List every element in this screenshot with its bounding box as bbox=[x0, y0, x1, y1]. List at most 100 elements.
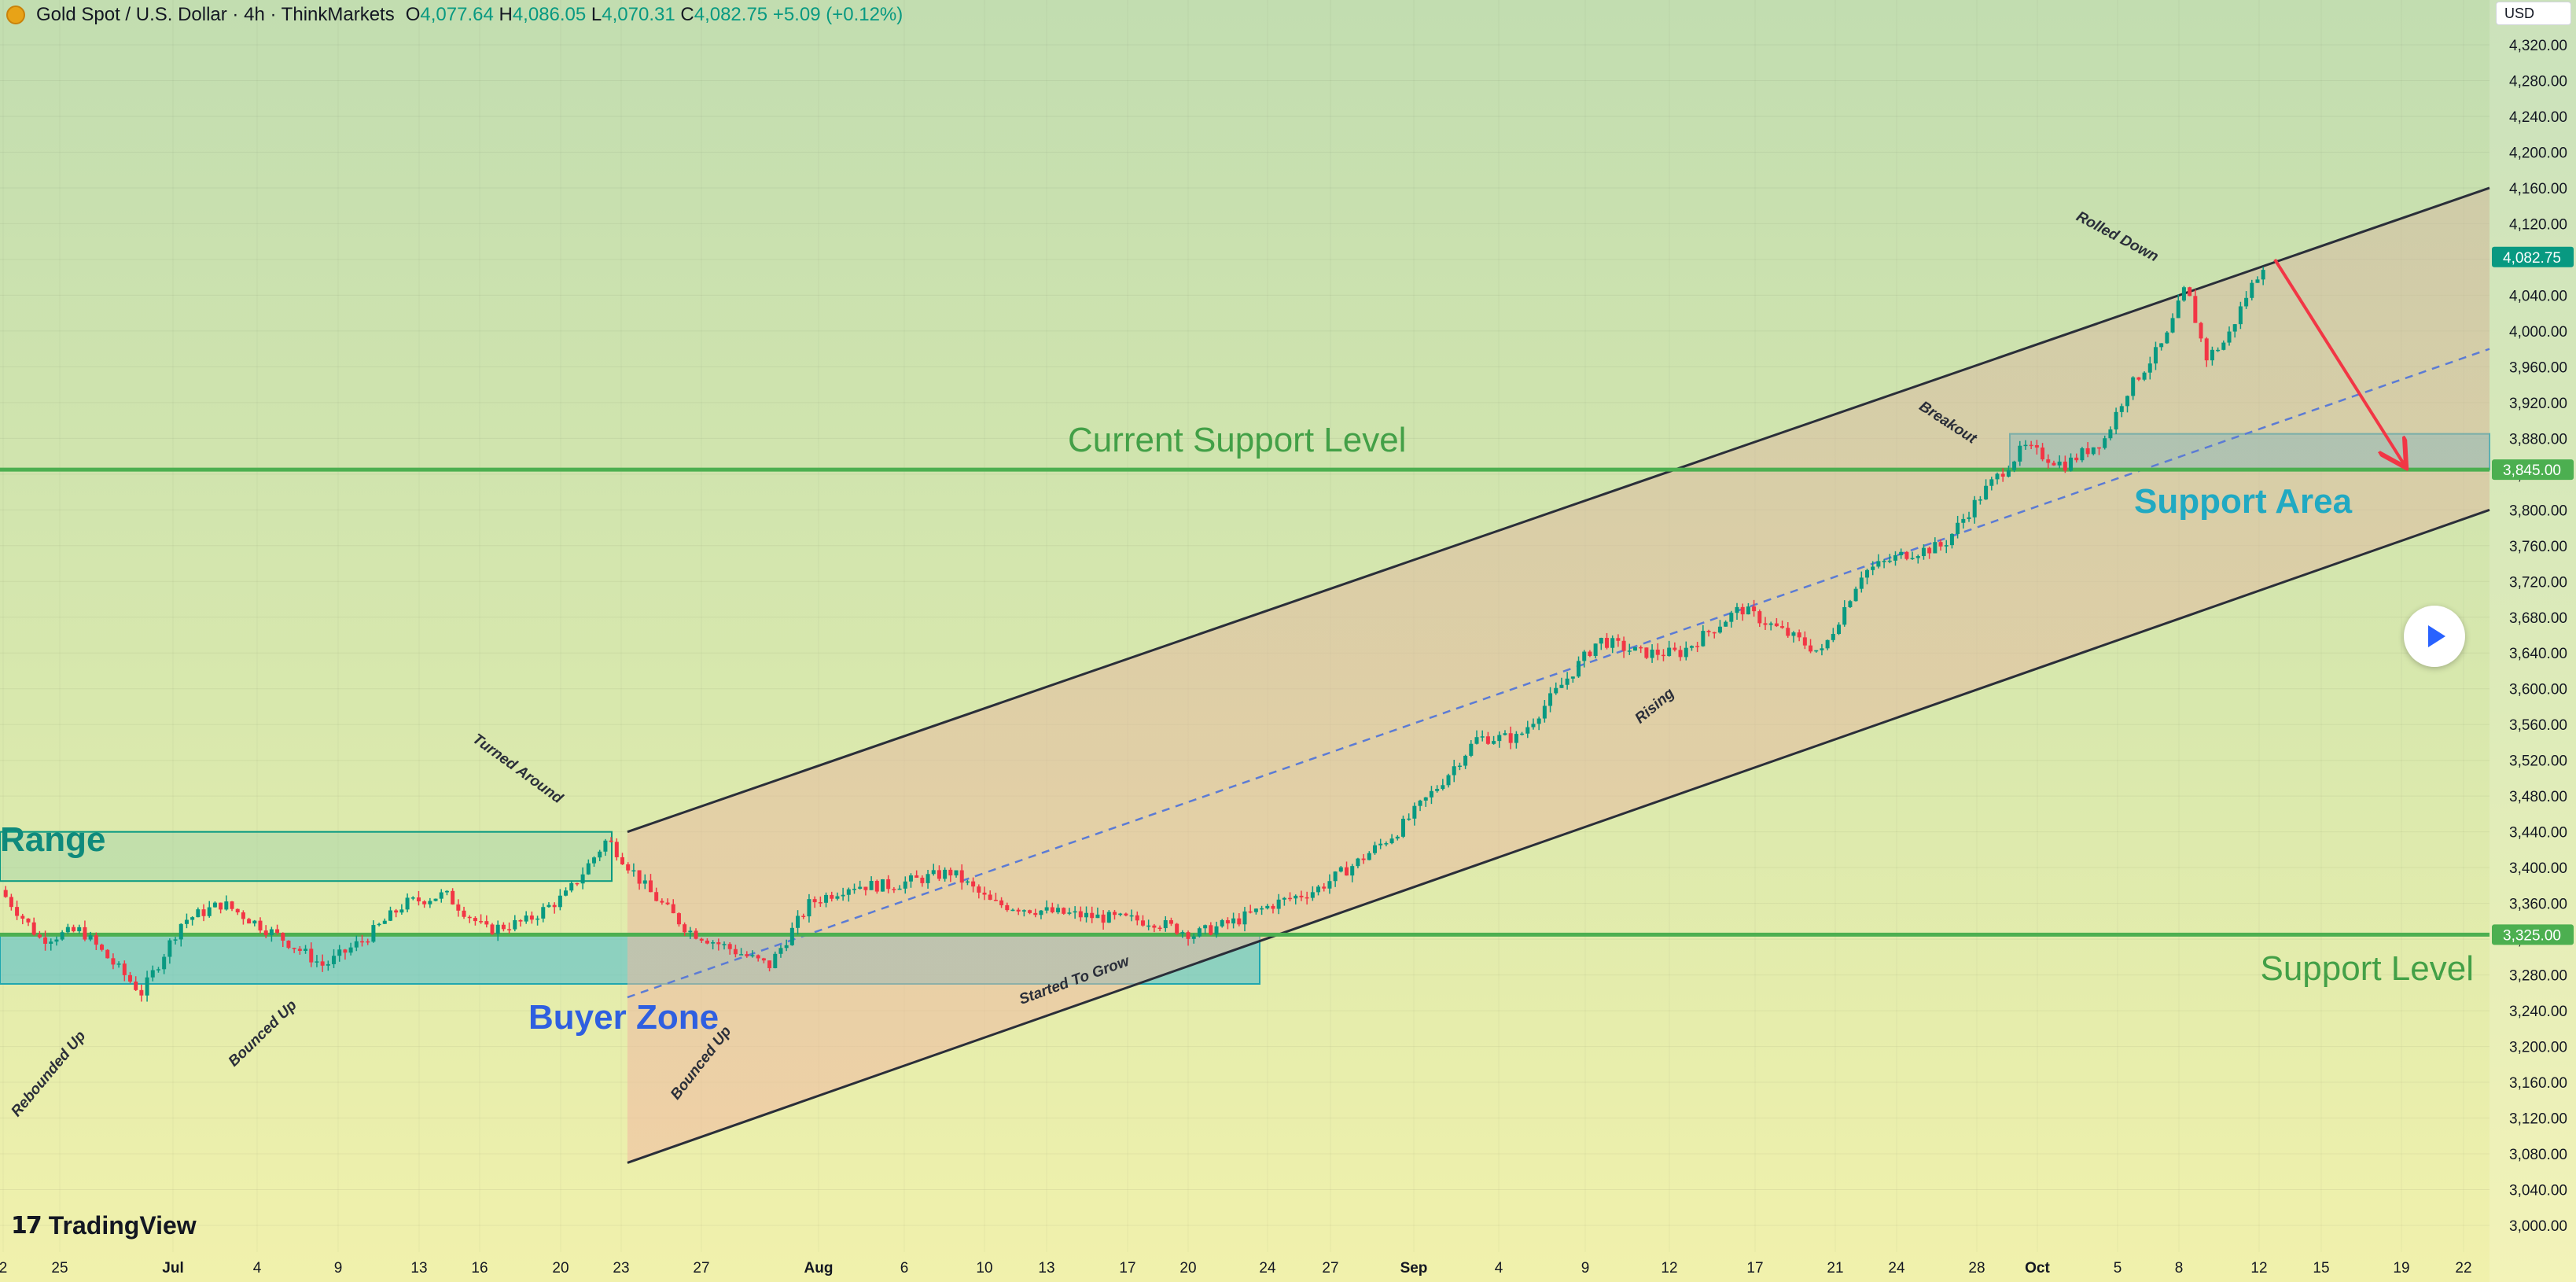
time-tick-label: 10 bbox=[976, 1260, 992, 1276]
change-value: +5.09 (+0.12%) bbox=[772, 4, 903, 25]
time-tick-label: 6 bbox=[900, 1260, 909, 1276]
candle-body bbox=[156, 969, 160, 971]
candle-body bbox=[1441, 785, 1445, 790]
candle-body bbox=[1588, 651, 1592, 657]
time-tick-label: 20 bbox=[1179, 1260, 1196, 1276]
price-scale[interactable]: 4,320.00 4,280.00 4,240.00 4,200.00 4,160.00… bbox=[2490, 0, 2576, 1282]
price-level-tag bbox=[2492, 924, 2574, 945]
candle-body bbox=[1871, 566, 1875, 570]
candle-body bbox=[1044, 907, 1049, 911]
tradingview-logo[interactable]: 𝟭𝟳 TradingView bbox=[11, 1211, 197, 1240]
candle-body bbox=[1678, 650, 1683, 658]
candle-body bbox=[1361, 858, 1366, 860]
candle-body bbox=[1893, 554, 1897, 561]
price-tick-label: 3,360.00 bbox=[2509, 897, 2567, 913]
candle-body bbox=[1667, 647, 1672, 657]
candle-body bbox=[1033, 912, 1038, 915]
candle-body bbox=[94, 935, 98, 945]
price-tick-label: 3,760.00 bbox=[2509, 539, 2567, 555]
candle-body bbox=[1859, 577, 1864, 589]
candle-body bbox=[756, 955, 760, 959]
candle-body bbox=[858, 886, 863, 890]
projection-arrow bbox=[2273, 258, 2405, 466]
candle-body bbox=[614, 842, 619, 857]
time-tick-label: Jul bbox=[162, 1260, 183, 1276]
candle-body bbox=[127, 974, 132, 982]
candle-body bbox=[1474, 737, 1479, 744]
candle-body bbox=[841, 894, 845, 897]
candle-body bbox=[1062, 908, 1066, 914]
candle-body bbox=[1853, 588, 1858, 602]
candle-body bbox=[31, 922, 36, 935]
candle-body bbox=[1949, 533, 1954, 546]
candle-body bbox=[2006, 470, 2011, 477]
candle-body bbox=[1899, 551, 1904, 555]
candle-body bbox=[1124, 913, 1128, 916]
time-tick-label: 17 bbox=[1746, 1260, 1763, 1276]
price-tick-label: 3,160.00 bbox=[2509, 1075, 2567, 1092]
candle-body bbox=[529, 915, 534, 920]
replay-play-button[interactable] bbox=[2404, 606, 2465, 667]
candle-body bbox=[1627, 650, 1632, 652]
price-tick-label: 3,720.00 bbox=[2509, 574, 2567, 591]
candle-body bbox=[982, 892, 987, 895]
annotation-label: Buyer Zone bbox=[528, 998, 719, 1037]
candle-body bbox=[1305, 897, 1309, 899]
candle-body bbox=[665, 902, 670, 904]
candle-body bbox=[1140, 920, 1145, 926]
time-tick-label: 4 bbox=[1495, 1260, 1503, 1276]
candle-body bbox=[2204, 338, 2209, 361]
candle-body bbox=[1282, 897, 1286, 900]
time-scale[interactable]: 2 25 Jul 4 9 13 16 20 23 27 Aug 6 10 13 17 20 24 27 Sep 4 9 1… bbox=[0, 1260, 2472, 1276]
candle-body bbox=[1446, 775, 1451, 786]
candle-body bbox=[1101, 914, 1106, 923]
candle-body bbox=[603, 840, 608, 852]
candle-body bbox=[1056, 908, 1061, 912]
candle-body bbox=[134, 981, 138, 990]
time-tick-label: 8 bbox=[2175, 1260, 2184, 1276]
candle-body bbox=[1225, 919, 1230, 924]
candle-body bbox=[388, 910, 392, 921]
candle-body bbox=[2097, 447, 2102, 449]
candle-body bbox=[2250, 282, 2254, 298]
candle-body bbox=[1418, 800, 1422, 806]
price-tick-label: 3,960.00 bbox=[2509, 359, 2567, 376]
symbol-header[interactable]: Gold Spot / U.S. Dollar · 4h · ThinkMark… bbox=[0, 0, 903, 30]
candle-body bbox=[1084, 912, 1089, 918]
candle-body bbox=[1525, 727, 1530, 734]
candle-body bbox=[676, 913, 681, 925]
price-tick-label: 3,560.00 bbox=[2509, 717, 2567, 734]
candle-body bbox=[1752, 606, 1757, 612]
candle-body bbox=[1724, 621, 1728, 627]
candle-body bbox=[1090, 912, 1095, 919]
candle-body bbox=[184, 919, 189, 924]
price-tick-label: 3,240.00 bbox=[2509, 1004, 2567, 1020]
candle-body bbox=[575, 882, 580, 885]
candle-body bbox=[1180, 932, 1185, 934]
candle-body bbox=[1469, 743, 1474, 756]
support-levels bbox=[0, 467, 2490, 937]
symbol-title[interactable]: Gold Spot / U.S. Dollar · 4h · ThinkMark… bbox=[36, 4, 395, 25]
channel-lower-line bbox=[627, 508, 2490, 1164]
currency-unit-button[interactable]: USD bbox=[2496, 2, 2571, 25]
candle-body bbox=[1005, 904, 1010, 911]
price-tick-label: 3,080.00 bbox=[2509, 1147, 2567, 1163]
candle-body bbox=[1689, 646, 1694, 648]
candle-body bbox=[722, 944, 727, 945]
price-level-label: 3,845.00 bbox=[2503, 462, 2561, 479]
candle-body bbox=[699, 938, 704, 941]
candle-body bbox=[959, 870, 964, 883]
candle-body bbox=[1582, 651, 1587, 661]
candle-body bbox=[1129, 915, 1134, 917]
candle-body bbox=[1768, 623, 1773, 625]
candle-body bbox=[377, 923, 381, 926]
candle-body bbox=[410, 897, 415, 899]
time-tick-label: Sep bbox=[1400, 1260, 1428, 1276]
low-value: 4,070.31 bbox=[602, 4, 675, 25]
candle-body bbox=[230, 901, 234, 909]
time-tick-label: 12 bbox=[1661, 1260, 1677, 1276]
candle-body bbox=[943, 869, 948, 879]
candle-body bbox=[416, 897, 421, 902]
candle-body bbox=[683, 924, 687, 933]
